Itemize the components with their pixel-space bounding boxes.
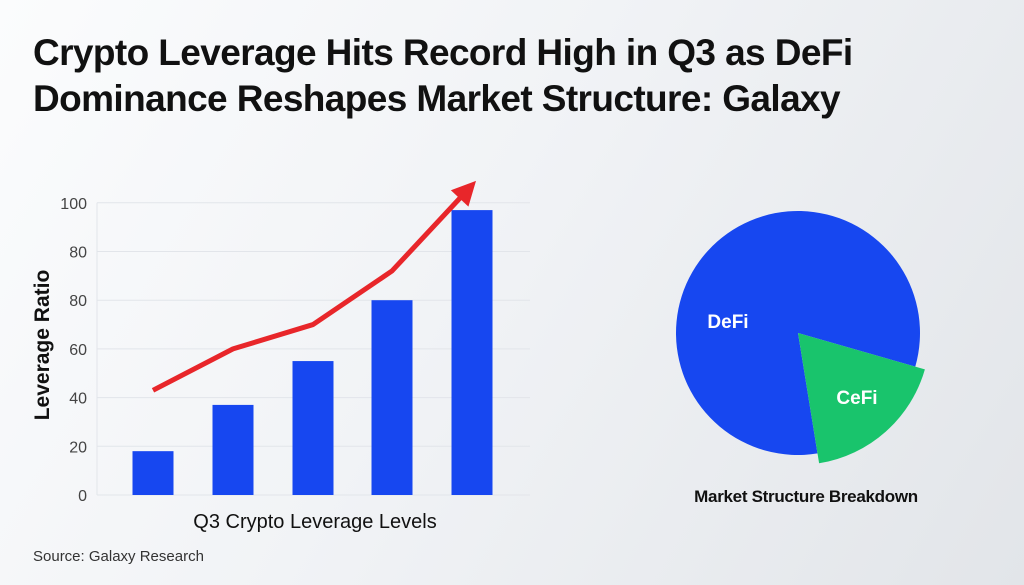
pie-title: Market Structure Breakdown [694,487,918,506]
bar-4 [371,300,413,495]
y-tick-label: 0 [78,488,87,505]
y-tick-label: 60 [69,342,87,359]
bar-2 [212,404,254,495]
y-axis-label: Leverage Ratio [31,270,54,421]
trend-line [151,189,469,393]
y-tick-label: 80 [69,293,87,310]
pie-slice-cefi [798,333,925,464]
trend-arrowhead [450,180,476,207]
bar-chart: 0 20 40 60 80 80 100 Q3 Crypto Leverage Levels… [31,180,530,533]
pie-chart: DeFi CeFi Market Structure Breakdown [675,210,925,506]
bar-1 [132,451,174,495]
y-tick-label: 80 [69,245,87,262]
source-note: Source: Galaxy Research [33,548,204,565]
y-tick-label: 20 [69,439,87,456]
y-tick-label: 40 [69,391,87,408]
x-axis-label: Q3 Crypto Leverage Levels [193,511,436,533]
bar-5 [451,210,493,496]
pie-label-cefi: CeFi [836,388,877,409]
headline: Crypto Leverage Hits Record High in Q3 a… [33,30,1013,122]
headline-line-2: Dominance Reshapes Market Structure: Gal… [33,78,841,119]
bar-3 [292,361,334,495]
y-tick-label: 100 [60,196,87,213]
pie-label-defi: DeFi [707,312,748,333]
headline-line-1: Crypto Leverage Hits Record High in Q3 a… [33,32,853,73]
